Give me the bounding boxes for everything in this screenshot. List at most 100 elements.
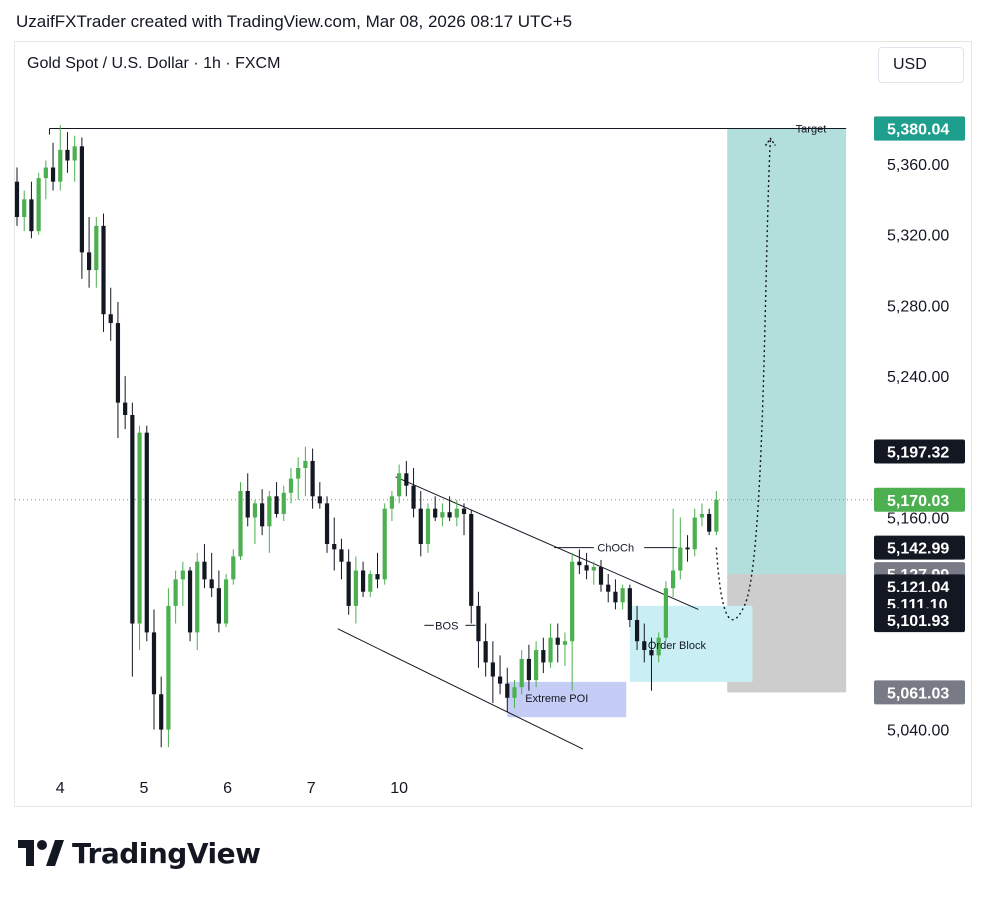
price-badge-label: 5,142.99 — [887, 541, 949, 558]
candle-body — [382, 508, 387, 580]
candle-body — [584, 565, 589, 571]
candle-body — [656, 637, 661, 656]
candle-body — [707, 513, 712, 532]
x-axis-tick-label: 5 — [139, 780, 148, 797]
candle-body — [476, 605, 481, 642]
candle-body — [353, 570, 358, 606]
candle-body — [187, 570, 193, 633]
y-axis-tick-label: 5,160.00 — [887, 511, 949, 528]
candle-body — [714, 499, 719, 532]
candle-body — [346, 561, 351, 606]
candle-body — [180, 570, 185, 580]
candle-body — [397, 473, 402, 497]
price-badge-dark — [874, 608, 965, 633]
candle-body — [65, 149, 70, 161]
candle-body — [627, 588, 632, 621]
candle-body — [274, 496, 279, 514]
price-badge-grey — [874, 680, 965, 705]
order-block — [629, 605, 753, 682]
candle-body — [58, 149, 63, 182]
candle-body — [137, 432, 142, 624]
x-axis-tick-label: 4 — [56, 780, 65, 797]
candle-body — [202, 561, 207, 580]
price-badge-label: 5,101.93 — [887, 613, 949, 630]
candle-body — [238, 490, 243, 557]
candle-body — [570, 561, 575, 642]
price-badge-label: 5,170.03 — [887, 493, 949, 510]
candle-body — [43, 167, 48, 179]
candle-body — [296, 468, 301, 479]
candle-body — [490, 662, 495, 677]
y-axis-tick-label: 5,040.00 — [887, 723, 949, 740]
candle-body — [591, 566, 596, 571]
candle-body — [151, 632, 157, 695]
candle-body — [288, 478, 294, 493]
price-badge-label: 5,061.03 — [887, 685, 949, 702]
x-axis-tick-label: 7 — [307, 780, 316, 797]
candle-body — [577, 561, 582, 566]
price-badge-label: 5,380.04 — [887, 122, 949, 139]
projection-path — [715, 138, 772, 621]
target-label: Target — [796, 123, 827, 135]
x-axis-tick-label: 10 — [390, 780, 408, 797]
extreme-poi — [507, 681, 627, 718]
candle-body — [324, 503, 330, 545]
candle-body — [36, 178, 41, 232]
candle-body — [303, 460, 308, 469]
candle-body — [317, 496, 322, 504]
candle-body — [310, 460, 315, 497]
x-axis-tick-label: 6 — [223, 780, 232, 797]
candle-body — [389, 496, 395, 509]
symbol-title[interactable]: Gold Spot / U.S. Dollar · 1h · FXCM — [27, 55, 281, 72]
tradingview-logo-text: TradingView — [72, 836, 261, 870]
candle-body — [685, 547, 690, 550]
candle-body — [519, 658, 524, 688]
candle-body — [541, 650, 546, 663]
candle-body — [252, 503, 258, 518]
candle-body — [223, 579, 229, 624]
y-axis-tick-label: 5,320.00 — [887, 228, 949, 245]
candle-body — [440, 512, 445, 518]
candle-body — [418, 508, 423, 545]
candle-body — [678, 547, 683, 571]
candle-body — [195, 561, 200, 633]
candle-body — [339, 549, 344, 562]
tradingview-logo[interactable]: TradingView — [18, 836, 261, 870]
candle-body — [360, 570, 366, 592]
price-badge-label: 5,197.32 — [887, 445, 949, 462]
candle-body — [433, 508, 438, 518]
candle-body — [411, 485, 416, 509]
candle-body — [166, 605, 171, 730]
candle-body — [469, 513, 474, 606]
candle-body — [332, 544, 337, 550]
target-zone — [727, 128, 847, 575]
order-block-label: Order Block — [648, 640, 707, 652]
price-badge-dark — [874, 439, 965, 464]
candle-body — [447, 512, 452, 518]
bos-label: BOS — [435, 620, 458, 632]
candle-body — [87, 252, 92, 271]
candle-body — [173, 579, 178, 606]
tradingview-logo-icon — [18, 840, 64, 866]
candle-body — [526, 658, 532, 681]
attribution-text: UzaifFXTrader created with TradingView.c… — [16, 12, 573, 31]
candle-body — [663, 588, 668, 638]
candle-body — [115, 323, 121, 403]
candle-body — [620, 588, 625, 603]
candle-body — [598, 566, 604, 585]
candle-body — [267, 496, 272, 527]
channel-upper — [395, 476, 699, 610]
y-axis-tick-label: 5,280.00 — [887, 298, 949, 315]
candle-body — [483, 641, 488, 663]
candle-body — [512, 687, 517, 698]
candle-body — [548, 637, 553, 663]
candle-body — [22, 199, 27, 218]
choch-label: ChOCh — [597, 543, 634, 555]
candle-body — [94, 225, 99, 271]
candle-body — [281, 492, 286, 514]
currency-button[interactable]: USD — [878, 47, 964, 83]
candle-body — [634, 620, 640, 642]
channel-lower — [337, 628, 584, 750]
candle-body — [108, 314, 113, 324]
